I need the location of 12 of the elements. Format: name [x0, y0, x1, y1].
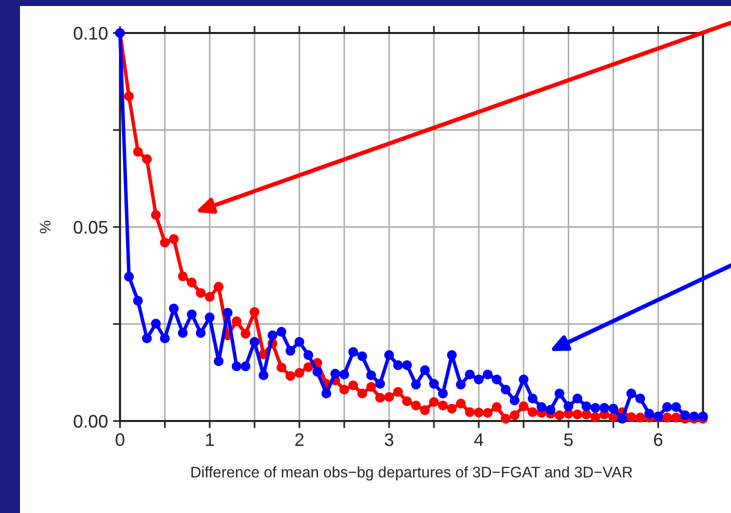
y-tick-label: 0.05: [74, 220, 108, 234]
x-tick-label: 1: [206, 433, 214, 446]
x-axis-title: Difference of mean obs−bg departures of 3D−FGAT and 3D−VAR: [191, 466, 632, 481]
y-tick-label: 0.10: [74, 26, 108, 40]
x-tick-label: 0: [116, 433, 124, 446]
x-tick-label: 6: [654, 433, 662, 446]
y-axis-title: %: [40, 220, 51, 234]
y-tick-label: 0.00: [74, 414, 108, 428]
x-tick-label: 3: [384, 433, 394, 446]
x-tick-label: 4: [474, 433, 484, 446]
x-tick-label: 2: [295, 433, 304, 446]
x-tick-label: 5: [564, 433, 573, 446]
